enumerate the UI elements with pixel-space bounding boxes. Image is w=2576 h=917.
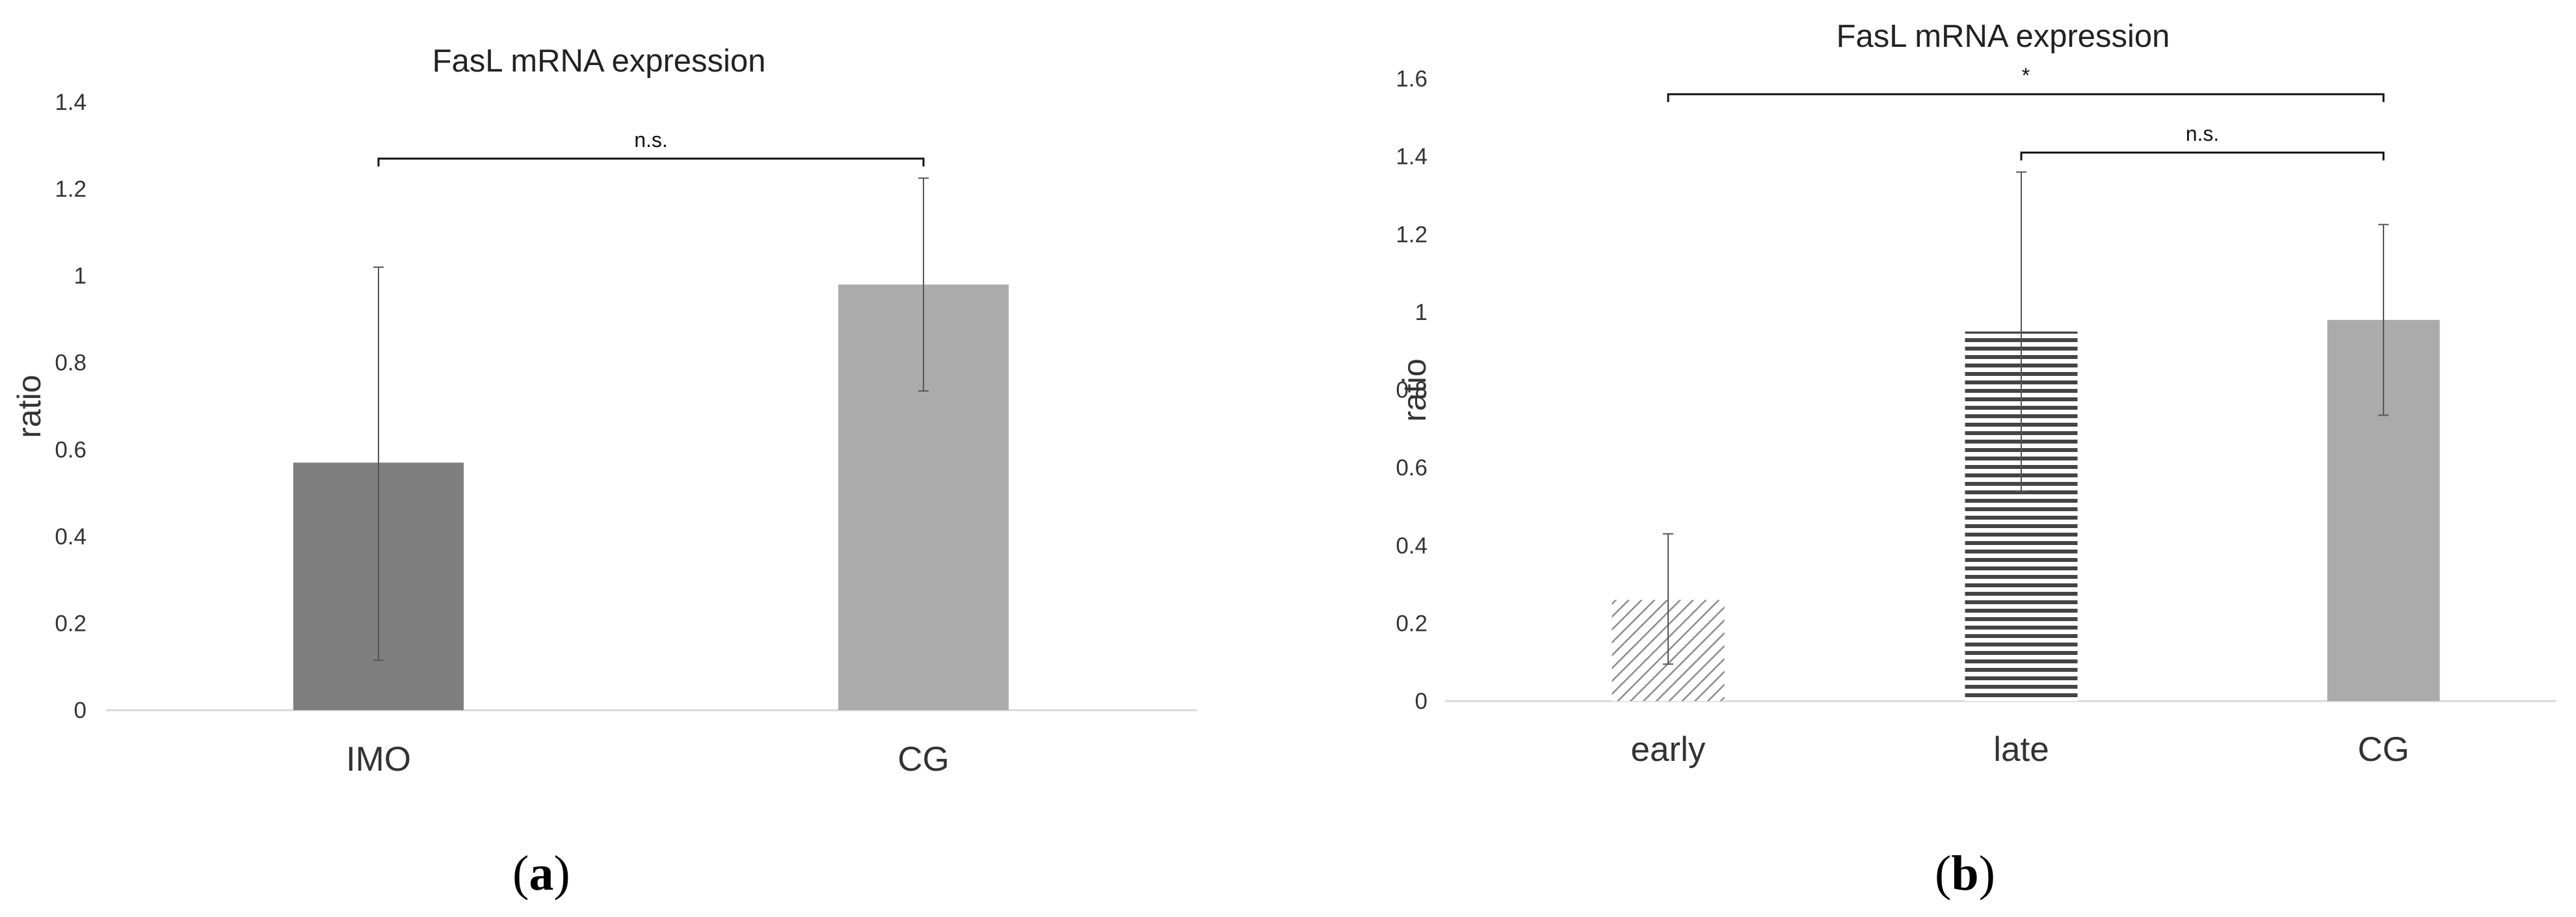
y-tick-label: 1.6 xyxy=(1396,66,1427,92)
y-tick-label: 1.4 xyxy=(55,90,86,115)
chart-title: FasL mRNA expression xyxy=(432,44,766,79)
significance-bracket xyxy=(377,157,925,166)
y-tick-label: 1.4 xyxy=(1396,144,1427,170)
y-tick-label: 0.4 xyxy=(55,524,86,550)
significance-label: n.s. xyxy=(2186,122,2220,146)
significance-label: n.s. xyxy=(634,128,668,152)
y-tick-label: 0.8 xyxy=(55,351,86,376)
y-tick-label: 0.2 xyxy=(55,611,86,636)
y-tick-label: 1 xyxy=(1415,300,1427,325)
category-label: CG xyxy=(897,740,949,778)
chart-title: FasL mRNA expression xyxy=(1837,19,2170,54)
y-tick-label: 0 xyxy=(1415,689,1427,714)
y-tick-label: 0 xyxy=(74,698,86,723)
significance-label: * xyxy=(2022,64,2030,87)
y-tick-label: 1.2 xyxy=(55,177,86,202)
y-tick-label: 0.6 xyxy=(55,437,86,462)
y-tick-label: 0.4 xyxy=(1396,533,1427,559)
y-tick-label: 0.2 xyxy=(1396,611,1427,636)
chart-panel-a: FasL mRNA expression ratio 0 0.2 0.4 0.6 0.8 1 1… xyxy=(11,44,1197,778)
y-axis-label: ratio xyxy=(11,375,47,438)
category-label: early xyxy=(1631,730,1706,769)
category-label: CG xyxy=(2357,730,2410,769)
panel-label-a: (a) xyxy=(512,846,570,901)
y-tick-label: 0.6 xyxy=(1396,455,1427,481)
y-tick-label: 0.8 xyxy=(1396,378,1427,403)
y-tick-label: 1 xyxy=(74,263,86,289)
significance-bracket xyxy=(2020,152,2385,161)
category-label: IMO xyxy=(346,740,411,778)
category-label: late xyxy=(1993,730,2049,769)
panel-label-b: (b) xyxy=(1935,846,1995,901)
chart-panel-b: FasL mRNA expression ratio 0 0.2 0.4 0.6 0.8 1 1… xyxy=(1396,19,2556,769)
significance-bracket xyxy=(1667,93,2385,102)
y-tick-label: 1.2 xyxy=(1396,222,1427,247)
y-axis-label: ratio xyxy=(1396,358,1433,421)
